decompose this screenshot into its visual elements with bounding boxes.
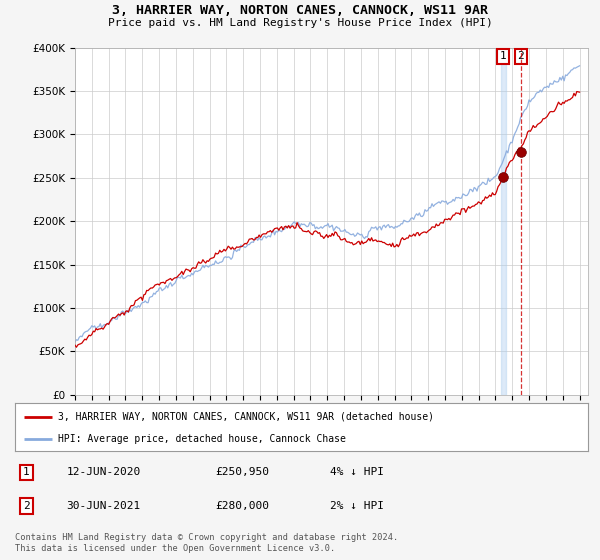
Text: 3, HARRIER WAY, NORTON CANES, CANNOCK, WS11 9AR: 3, HARRIER WAY, NORTON CANES, CANNOCK, W… <box>112 4 488 17</box>
Text: 4% ↓ HPI: 4% ↓ HPI <box>330 468 384 478</box>
Text: 1: 1 <box>500 52 506 61</box>
Text: 1: 1 <box>23 468 30 478</box>
Text: Contains HM Land Registry data © Crown copyright and database right 2024.
This d: Contains HM Land Registry data © Crown c… <box>15 533 398 553</box>
Text: £250,950: £250,950 <box>215 468 269 478</box>
Text: 2: 2 <box>23 501 30 511</box>
Text: 3, HARRIER WAY, NORTON CANES, CANNOCK, WS11 9AR (detached house): 3, HARRIER WAY, NORTON CANES, CANNOCK, W… <box>58 412 434 422</box>
Bar <box>500 48 506 395</box>
Text: Price paid vs. HM Land Registry's House Price Index (HPI): Price paid vs. HM Land Registry's House … <box>107 18 493 28</box>
Text: £280,000: £280,000 <box>215 501 269 511</box>
Text: 30-JUN-2021: 30-JUN-2021 <box>67 501 141 511</box>
Text: HPI: Average price, detached house, Cannock Chase: HPI: Average price, detached house, Cann… <box>58 434 346 444</box>
Text: 2: 2 <box>517 52 524 61</box>
Text: 12-JUN-2020: 12-JUN-2020 <box>67 468 141 478</box>
Text: 2% ↓ HPI: 2% ↓ HPI <box>330 501 384 511</box>
